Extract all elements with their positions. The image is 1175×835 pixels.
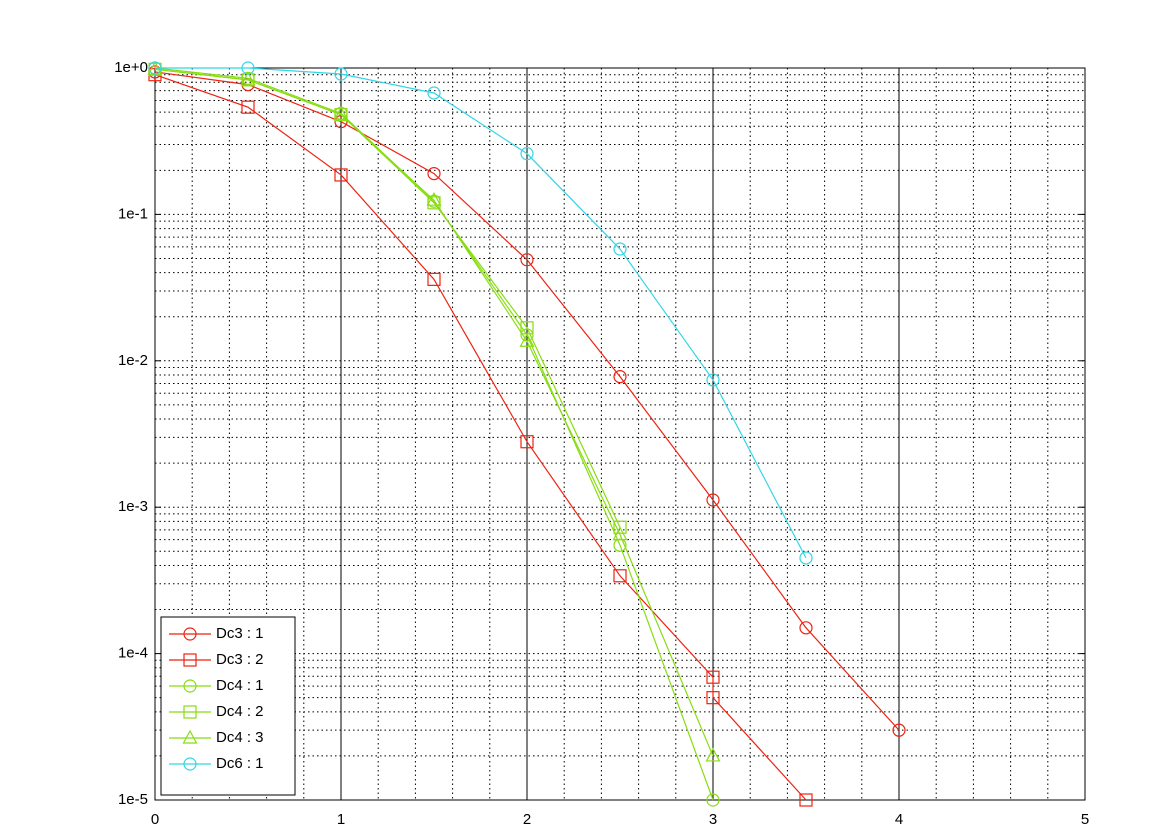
marker <box>706 793 720 807</box>
legend: Dc3 : 1 Dc3 : 2 Dc4 : 1 Dc4 : 2 Dc4 : 3 Dc6 :… <box>160 616 296 796</box>
marker <box>148 61 162 75</box>
x-tick-label: 0 <box>151 811 159 828</box>
marker <box>183 757 197 771</box>
marker <box>706 373 720 387</box>
marker <box>799 621 813 635</box>
x-tick-label: 2 <box>523 811 531 828</box>
legend-label: Dc4 : 2 <box>216 703 264 720</box>
x-tick-label: 1 <box>337 811 345 828</box>
marker <box>613 369 627 384</box>
marker <box>240 71 256 86</box>
legend-label: Dc3 : 1 <box>216 625 264 642</box>
x-tick-label: 4 <box>895 811 903 828</box>
plot-frame <box>154 67 1086 801</box>
marker <box>705 747 721 762</box>
marker <box>613 569 627 583</box>
marker <box>182 729 198 744</box>
y-tick-label: 1e-2 <box>118 352 148 369</box>
marker <box>183 627 197 641</box>
marker <box>520 147 534 161</box>
x-tick-label: 3 <box>709 811 717 828</box>
marker <box>183 679 197 693</box>
series-line <box>154 74 807 801</box>
marker <box>427 86 441 100</box>
series-line <box>154 71 900 731</box>
marker <box>706 493 720 507</box>
marker <box>706 670 720 684</box>
marker <box>520 435 534 449</box>
marker <box>519 332 535 347</box>
marker <box>427 196 441 210</box>
marker <box>427 272 441 286</box>
y-tick-label: 1e+0 <box>114 59 148 76</box>
legend-label: Dc4 : 1 <box>216 677 264 694</box>
series-line <box>154 68 714 757</box>
marker <box>241 100 255 114</box>
marker <box>706 691 720 705</box>
marker <box>612 526 628 541</box>
marker <box>183 705 197 719</box>
marker <box>613 242 627 256</box>
marker <box>241 61 255 75</box>
legend-box <box>160 616 296 796</box>
marker <box>799 793 813 807</box>
marker <box>892 723 906 737</box>
legend-label: Dc3 : 2 <box>216 651 264 668</box>
y-tick-label: 1e-3 <box>118 498 148 515</box>
marker <box>426 191 442 206</box>
marker <box>183 653 197 667</box>
marker <box>333 106 349 121</box>
x-tick-label: 5 <box>1081 811 1089 828</box>
series-line <box>154 68 621 528</box>
legend-label: Dc4 : 3 <box>216 729 264 746</box>
marker <box>334 67 348 81</box>
series-line <box>155 67 807 559</box>
marker <box>427 166 441 181</box>
y-tick-label: 1e-1 <box>118 205 148 222</box>
legend-label: Dc6 : 1 <box>216 755 264 772</box>
y-tick-label: 1e-4 <box>118 645 148 662</box>
marker <box>334 115 348 129</box>
marker <box>799 551 813 565</box>
marker <box>520 253 534 267</box>
y-tick-label: 1e-5 <box>118 791 148 808</box>
marker <box>334 168 348 182</box>
